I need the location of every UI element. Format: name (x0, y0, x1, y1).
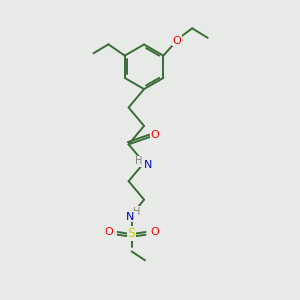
Text: O: O (172, 36, 181, 46)
Text: O: O (104, 227, 113, 237)
Text: N: N (126, 212, 134, 222)
Text: O: O (150, 130, 159, 140)
Text: N: N (143, 160, 152, 170)
Text: H: H (135, 156, 142, 166)
Text: S: S (128, 227, 136, 240)
Text: O: O (150, 227, 159, 237)
Text: H: H (133, 206, 141, 217)
